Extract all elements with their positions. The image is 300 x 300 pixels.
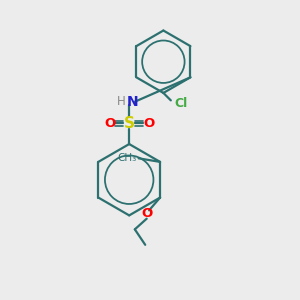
Text: N: N bbox=[126, 95, 138, 109]
Text: O: O bbox=[143, 117, 154, 130]
Text: O: O bbox=[104, 117, 115, 130]
Text: O: O bbox=[141, 207, 152, 220]
Text: CH₃: CH₃ bbox=[117, 153, 136, 163]
Text: Cl: Cl bbox=[175, 97, 188, 110]
Text: S: S bbox=[124, 116, 135, 131]
Text: H: H bbox=[116, 95, 125, 108]
